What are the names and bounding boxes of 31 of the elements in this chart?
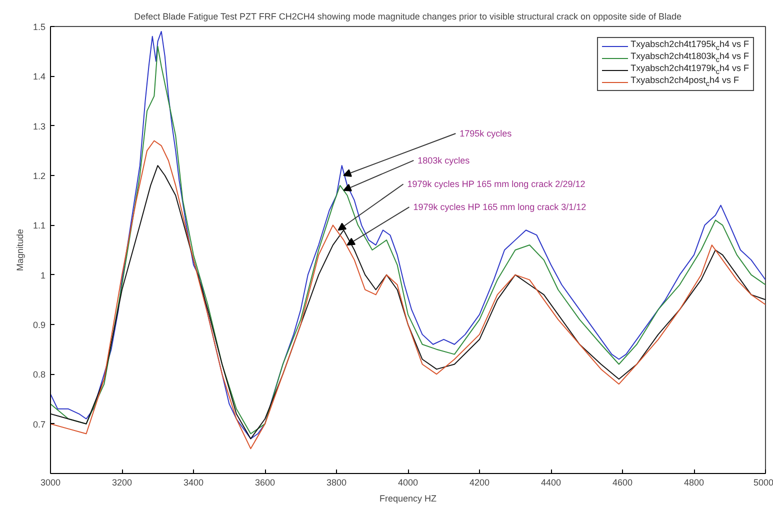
y-tick-label: 1.4 — [32, 72, 46, 82]
x-tick-label: 4800 — [684, 478, 704, 488]
x-tick-label: 4600 — [612, 478, 633, 488]
annotation: 1979k cycles HP 165 mm long crack 3/1/12 — [413, 202, 586, 212]
y-tick-label: 1.1 — [32, 220, 46, 231]
y-tick-label: 1.3 — [32, 121, 46, 132]
chart-title: Defect Blade Fatigue Test PZT FRF CH2CH4 showing mode magnitude changes prior to visible structural crack on opposite side of Blade — [134, 12, 682, 22]
x-tick-label: 3600 — [254, 478, 276, 488]
legend-label: Txyabsch2ch4t1803k$_{c}$h4 vs F — [630, 51, 749, 64]
x-tick-label: 4200 — [469, 478, 490, 488]
annotation: 1795k cycles — [460, 128, 512, 138]
y-axis-title: Magnitude — [14, 228, 25, 272]
y-tick-label: 1.5 — [32, 22, 46, 32]
x-tick-label: 4400 — [540, 478, 562, 488]
y-tick-label: 0.8 — [32, 370, 46, 380]
y-tick-label: 0.9 — [32, 320, 46, 330]
x-tick-label: 5000 — [753, 478, 773, 488]
x-tick-label: 4000 — [398, 478, 418, 488]
x-axis-title: Frequency HZ — [379, 494, 438, 504]
annotation: 1979k cycles HP 165 mm long crack 2/29/12 — [407, 179, 586, 190]
legend-label: Txyabsch2ch4t1795k$_{c}$h4 vs F — [630, 39, 749, 52]
y-tick-label: 0.7 — [32, 419, 46, 430]
y-tick-label: 1.2 — [32, 171, 46, 181]
legend-label: Txyabsch2ch4t1979k$_{c}$h4 vs F — [630, 63, 749, 76]
annotation: 1803k cycles — [418, 155, 470, 166]
x-tick-label: 3400 — [183, 478, 204, 488]
legend-label: Txyabsch2ch4post$_{c}$h4 vs F — [630, 74, 739, 90]
x-tick-label: 3000 — [40, 478, 61, 488]
x-tick-label: 3800 — [326, 478, 347, 488]
x-tick-label: 3200 — [112, 478, 132, 488]
y-tick-label: 1 — [40, 270, 46, 280]
